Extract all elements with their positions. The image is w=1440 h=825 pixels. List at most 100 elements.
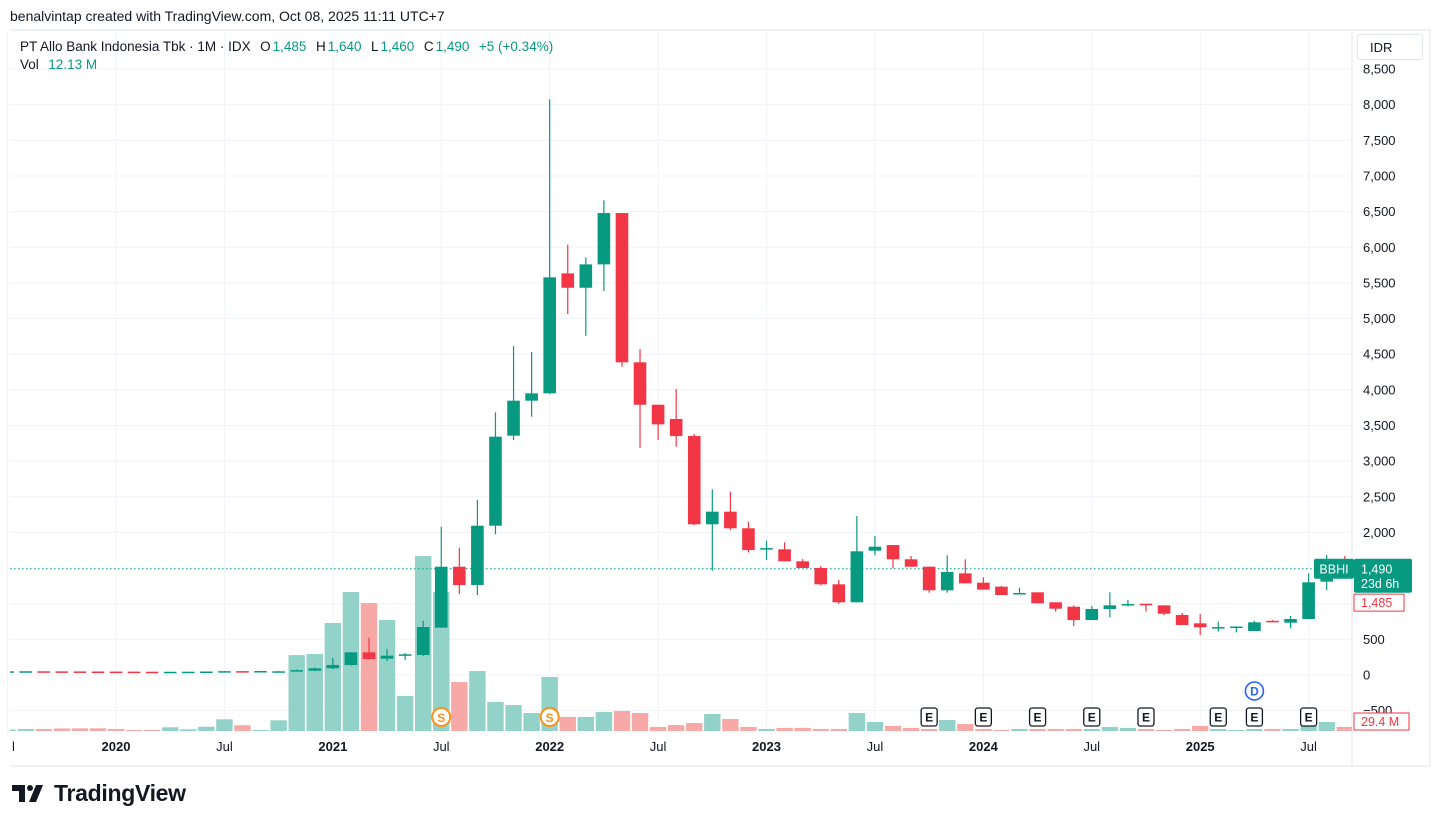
- candle-body: [706, 511, 719, 525]
- volume-bar: [1192, 725, 1209, 731]
- volume-bar: [848, 713, 866, 731]
- price-axis-label: 5,500: [1363, 275, 1396, 290]
- candle-body: [977, 582, 990, 590]
- time-axis-label: Jul: [433, 739, 450, 754]
- candle-body: [1248, 622, 1261, 632]
- earnings-icon: [1137, 707, 1155, 727]
- candle-body: [597, 213, 611, 265]
- price-axis-label: 7,000: [1363, 168, 1396, 183]
- earnings-icon: [1083, 707, 1101, 727]
- volume-bar: [378, 619, 396, 731]
- marker-label: E: [925, 711, 933, 725]
- event-marker-s[interactable]: S: [431, 707, 452, 727]
- event-marker-e[interactable]: E: [1245, 707, 1264, 727]
- open-label: O: [260, 39, 271, 54]
- candle-body: [1211, 627, 1225, 629]
- marker-label: E: [1142, 711, 1150, 725]
- candle-body: [561, 273, 575, 288]
- tradingview-logo[interactable]: TradingView: [12, 780, 186, 807]
- candle-body: [1230, 626, 1243, 629]
- price-axis-label: 0: [1363, 668, 1370, 683]
- volume-bar: [469, 671, 486, 731]
- price-axis-label: 500: [1363, 632, 1385, 647]
- candle-body: [145, 671, 159, 674]
- event-marker-e[interactable]: E: [1137, 707, 1155, 727]
- open-value: 1,485: [272, 39, 307, 54]
- symbol-title[interactable]: PT Allo Bank Indonesia Tbk · 1M · IDX: [20, 39, 251, 54]
- tradingview-logo-text: TradingView: [54, 780, 186, 806]
- price-axis[interactable]: 8,500 8,000 7,500 7,000 6,500 6,000 5,500 5,000…: [1363, 62, 1396, 719]
- event-marker-e[interactable]: E: [1209, 707, 1227, 727]
- candle-body: [326, 665, 340, 669]
- volume-bar: [216, 719, 233, 731]
- candle-body: [850, 551, 864, 603]
- event-marker-d[interactable]: D: [1244, 681, 1265, 701]
- volume-bar: [902, 727, 920, 731]
- event-marker-e[interactable]: E: [920, 707, 938, 727]
- candle-body: [922, 566, 936, 591]
- volume-bar: [704, 714, 721, 731]
- marker-label: E: [1034, 711, 1042, 725]
- candle-body: [272, 671, 285, 673]
- volume-bar: [1011, 728, 1028, 731]
- volume-row: Vol 12.13 M: [20, 56, 555, 74]
- candle-body: [254, 671, 267, 673]
- time-axis-label: 2024: [969, 739, 999, 754]
- candle-body: [10, 671, 14, 673]
- attribution-text: benalvintap created with TradingView.com…: [10, 8, 445, 24]
- price-axis-label: 2,000: [1363, 525, 1396, 540]
- volume-bar: [1047, 728, 1064, 731]
- volume-bar: [523, 713, 540, 731]
- candle-body: [958, 573, 972, 584]
- volume-bar: [89, 728, 107, 731]
- price-axis-label: 6,000: [1363, 240, 1396, 255]
- volume-badge-text: 29.4 M: [1361, 715, 1399, 729]
- event-marker-e[interactable]: E: [1299, 707, 1318, 727]
- candle-body: [940, 571, 954, 591]
- candle-body: [236, 671, 249, 673]
- volume-bar: [180, 729, 197, 731]
- time-axis-label: 2022: [535, 739, 564, 754]
- candle-body: [163, 671, 177, 674]
- candle-body: [742, 528, 755, 551]
- volume-bar: [722, 718, 739, 731]
- candle-body: [1013, 593, 1026, 595]
- close-label: C: [423, 39, 434, 54]
- marker-label: S: [437, 711, 445, 725]
- volume-bar: [505, 705, 522, 731]
- price-axis-label: 3,500: [1363, 418, 1396, 433]
- time-axis-label: Jul: [216, 739, 233, 754]
- marker-label: S: [546, 711, 554, 725]
- volume-bar: [143, 729, 161, 731]
- volume-bar: [884, 725, 902, 731]
- candle-body: [1031, 592, 1044, 604]
- event-marker-e[interactable]: E: [1028, 707, 1047, 727]
- volume-bar: [17, 728, 34, 731]
- volume-bar: [1173, 728, 1191, 731]
- volume-bar: [957, 724, 974, 731]
- volume-bar: [270, 720, 287, 731]
- event-marker-e[interactable]: E: [974, 707, 993, 727]
- candle-body: [91, 671, 105, 674]
- candle-body: [453, 566, 466, 586]
- event-marker-e[interactable]: E: [1083, 707, 1101, 727]
- price-axis-label: 6,500: [1363, 204, 1396, 219]
- candle-body: [995, 586, 1008, 596]
- volume-bar: [1264, 728, 1281, 731]
- candle-body: [1103, 605, 1117, 609]
- marker-label: E: [979, 711, 987, 725]
- time-axis[interactable]: l 2020 Jul 2021 Jul 2022 Jul 2023 Jul 2024 Jul 2025…: [12, 739, 1317, 754]
- candle-body: [525, 393, 538, 401]
- candle-body: [760, 548, 773, 550]
- currency-button[interactable]: IDR: [1357, 34, 1423, 60]
- event-marker-s[interactable]: S: [539, 707, 560, 727]
- time-axis-label: 2023: [752, 739, 781, 754]
- high-value: 1,640: [327, 39, 362, 54]
- candle-body: [868, 546, 882, 551]
- candle-body: [1284, 619, 1297, 623]
- volume-label[interactable]: Vol: [20, 57, 39, 72]
- volume-bar: [1300, 725, 1317, 731]
- volume-bar: [306, 654, 323, 731]
